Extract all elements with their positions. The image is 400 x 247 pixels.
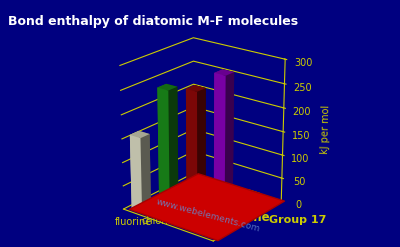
Text: Bond enthalpy of diatomic M-F molecules: Bond enthalpy of diatomic M-F molecules	[8, 15, 298, 28]
Text: www.webelements.com: www.webelements.com	[155, 198, 261, 234]
